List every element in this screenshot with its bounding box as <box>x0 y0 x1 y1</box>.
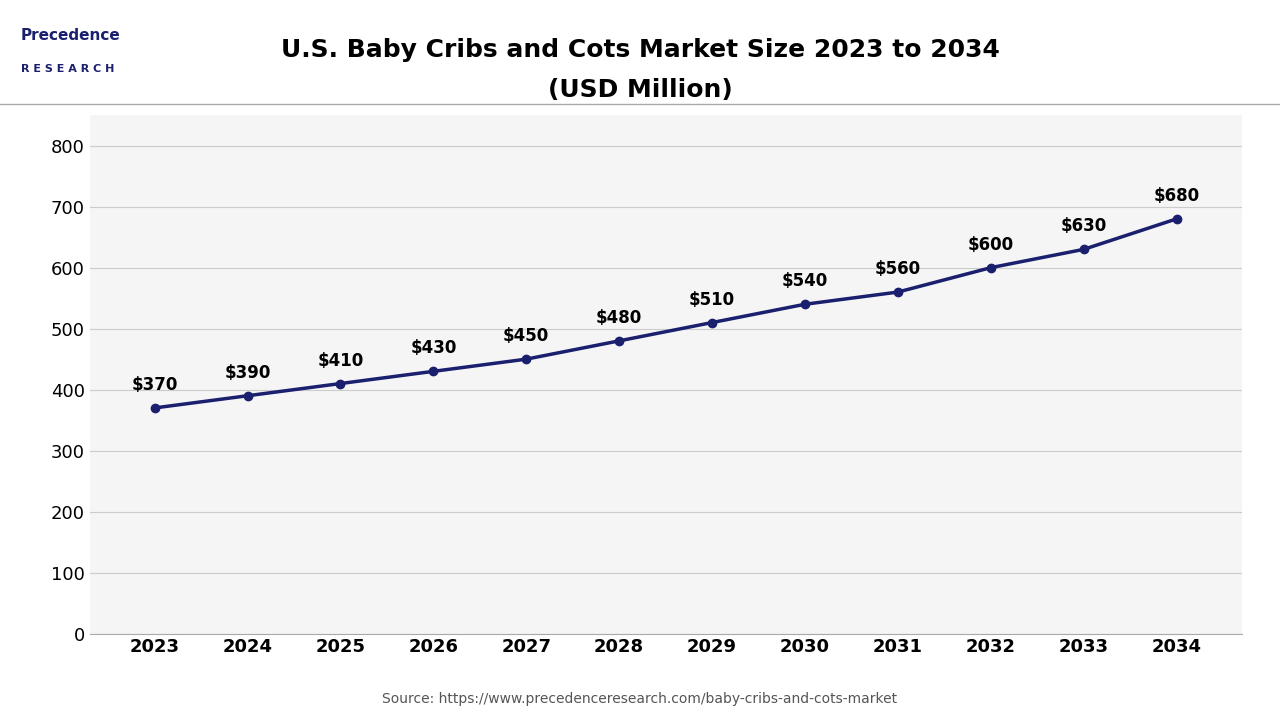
Text: $450: $450 <box>503 328 549 346</box>
Text: $630: $630 <box>1061 217 1107 235</box>
Text: U.S. Baby Cribs and Cots Market Size 2023 to 2034: U.S. Baby Cribs and Cots Market Size 202… <box>280 38 1000 63</box>
Text: $540: $540 <box>782 272 828 290</box>
Text: $410: $410 <box>317 351 364 369</box>
Text: Precedence: Precedence <box>20 27 120 42</box>
Text: $480: $480 <box>596 309 643 327</box>
Text: $370: $370 <box>132 376 178 394</box>
Text: (USD Million): (USD Million) <box>548 78 732 102</box>
Text: $430: $430 <box>410 339 457 357</box>
Text: $510: $510 <box>689 291 735 309</box>
Text: Source: https://www.precedenceresearch.com/baby-cribs-and-cots-market: Source: https://www.precedenceresearch.c… <box>383 692 897 706</box>
Text: R E S E A R C H: R E S E A R C H <box>20 64 114 74</box>
Text: $680: $680 <box>1153 187 1199 205</box>
Text: $560: $560 <box>874 260 920 278</box>
Text: $390: $390 <box>224 364 271 382</box>
Text: $600: $600 <box>968 235 1014 253</box>
